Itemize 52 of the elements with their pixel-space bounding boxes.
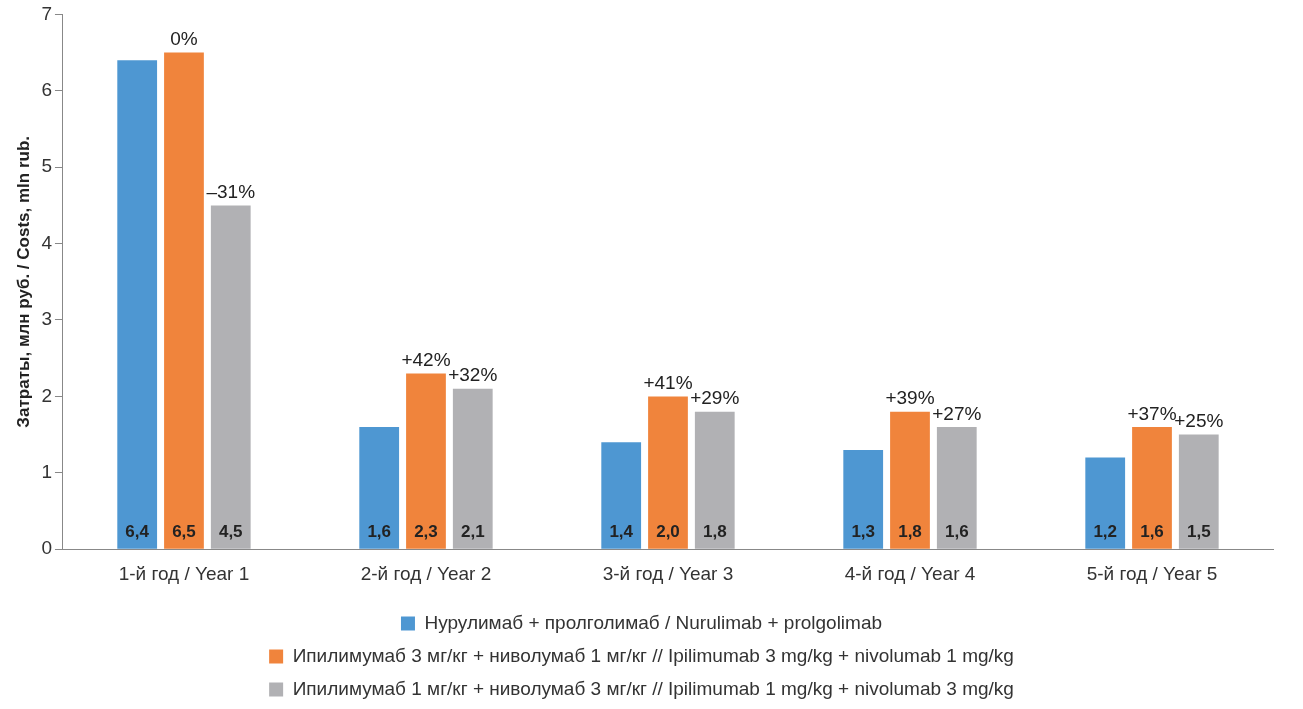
- data-label: 6,4: [125, 521, 150, 541]
- bar: [936, 426, 977, 549]
- bar: [890, 411, 930, 549]
- bar: [117, 60, 158, 549]
- y-tick-label: 2: [41, 384, 52, 406]
- data-label: 1,2: [1093, 521, 1118, 541]
- y-tick-label: 5: [41, 155, 52, 177]
- data-label: 2,0: [656, 521, 680, 541]
- legend-label: Ипилимумаб 1 мг/кг + ниволумаб 3 мг/кг // Ipilimumab 1 mg/kg + nivolumab 3 mg/kg: [292, 677, 1014, 699]
- x-tick-label: 4-й год / Year 4: [844, 562, 976, 584]
- data-label: 6,5: [172, 521, 196, 541]
- bar: [843, 449, 884, 549]
- bar: [648, 396, 688, 549]
- bar: [210, 205, 251, 549]
- bar: [406, 373, 446, 549]
- annotation: +42%: [401, 349, 451, 371]
- annotation: –31%: [206, 181, 256, 203]
- annotation: +39%: [885, 387, 935, 409]
- x-tick-label: 2-й год / Year 2: [360, 562, 492, 584]
- data-label: 1,4: [609, 521, 634, 541]
- data-label: 1,3: [851, 521, 876, 541]
- data-label: 2,3: [414, 521, 438, 541]
- bar: [359, 426, 400, 549]
- bar: [1132, 426, 1172, 549]
- data-label: 1,6: [1140, 521, 1164, 541]
- y-tick-label: 3: [41, 308, 52, 330]
- annotation: +41%: [643, 372, 693, 394]
- y-tick-label: 4: [41, 231, 53, 253]
- data-label: 4,5: [218, 521, 243, 541]
- bar: [1178, 434, 1219, 549]
- bar: [1085, 457, 1126, 549]
- y-tick-label: 0: [41, 537, 52, 559]
- bar: [164, 52, 204, 549]
- annotation: 0%: [170, 28, 198, 50]
- bar: [694, 411, 735, 549]
- legend-label: Нурулимаб + пролголимаб / Nurulimab + prolgolimab: [424, 611, 883, 633]
- data-label: 1,6: [944, 521, 969, 541]
- bar: [452, 388, 493, 549]
- y-tick-label: 7: [41, 2, 52, 24]
- y-axis-title: Затраты, млн руб. / Costs, mln rub.: [13, 135, 33, 428]
- data-label: 1,5: [1186, 521, 1211, 541]
- y-tick-label: 1: [41, 461, 52, 483]
- data-label: 2,1: [460, 521, 485, 541]
- data-label: 1,8: [702, 521, 727, 541]
- bar: [601, 442, 642, 549]
- legend-label: Ипилимумаб 3 мг/кг + ниволумаб 1 мг/кг // Ipilimumab 3 mg/kg + nivolumab 1 mg/kg: [292, 644, 1014, 666]
- x-tick-label: 1-й год / Year 1: [118, 562, 250, 584]
- data-label: 1,6: [367, 521, 392, 541]
- x-tick-label: 3-й год / Year 3: [602, 562, 734, 584]
- data-label: 1,8: [898, 521, 922, 541]
- y-tick-label: 6: [41, 79, 52, 101]
- x-tick-label: 5-й год / Year 5: [1086, 562, 1218, 584]
